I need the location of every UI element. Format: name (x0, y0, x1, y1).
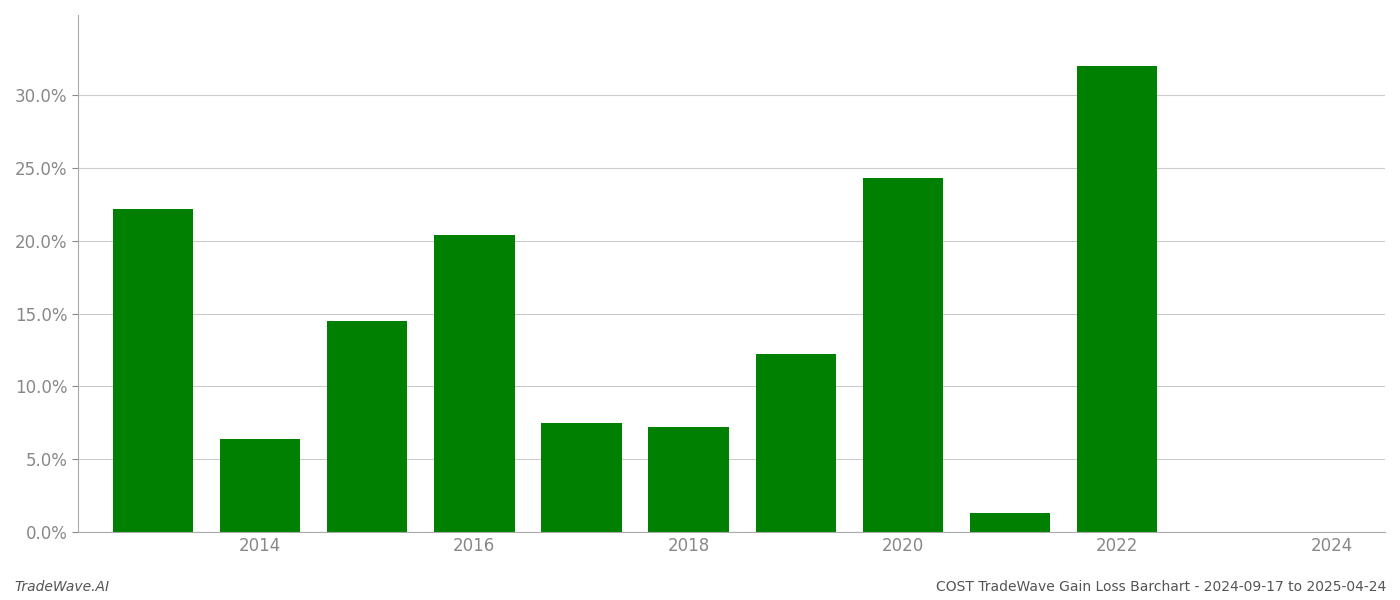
Bar (542, 423, 622, 532)
Bar (220, 439, 300, 532)
Bar (328, 321, 407, 532)
Bar (862, 178, 944, 532)
Text: TradeWave.AI: TradeWave.AI (14, 580, 109, 594)
Bar (113, 209, 193, 532)
Bar (434, 235, 515, 532)
Bar (648, 427, 729, 532)
Bar (1077, 66, 1158, 532)
Bar (970, 513, 1050, 532)
Text: COST TradeWave Gain Loss Barchart - 2024-09-17 to 2025-04-24: COST TradeWave Gain Loss Barchart - 2024… (935, 580, 1386, 594)
Bar (756, 355, 836, 532)
